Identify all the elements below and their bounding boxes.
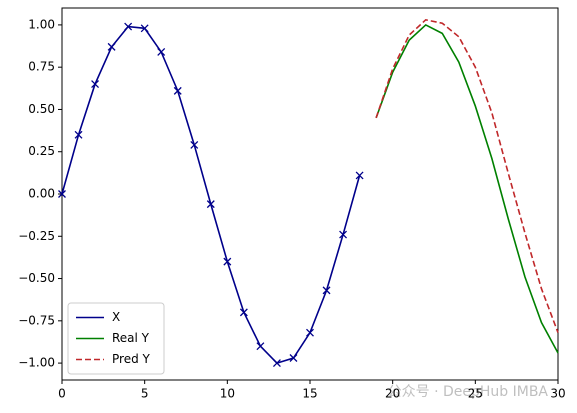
marker — [223, 257, 232, 266]
marker — [58, 190, 66, 198]
legend-label: Real Y — [112, 331, 150, 345]
marker — [157, 48, 166, 56]
x-tick-label: 5 — [141, 387, 149, 401]
marker — [173, 86, 182, 95]
marker — [355, 171, 364, 180]
watermark: 公众号 · DeepHub IMBA — [388, 384, 549, 400]
x-tick-label: 25 — [468, 387, 483, 401]
y-tick-label: 1.00 — [28, 17, 55, 31]
series-line — [375, 23, 559, 354]
marker — [124, 22, 133, 31]
y-tick-label: 0.50 — [28, 102, 55, 116]
x-tick-label: 30 — [550, 387, 565, 401]
marker — [256, 342, 265, 351]
marker — [140, 24, 149, 33]
y-tick-label: −1.00 — [18, 356, 55, 370]
marker — [190, 141, 199, 149]
marker — [272, 359, 281, 368]
x-tick-label: 20 — [385, 387, 400, 401]
marker — [289, 354, 298, 362]
legend-label: Pred Y — [112, 352, 151, 366]
y-tick-label: −0.25 — [18, 229, 55, 243]
marker — [239, 308, 248, 317]
x-tick-label: 15 — [302, 387, 317, 401]
legend-label: X — [112, 310, 120, 324]
marker — [306, 328, 314, 337]
x-tick-label: 10 — [220, 387, 235, 401]
marker — [74, 130, 83, 139]
marker — [322, 286, 331, 295]
y-tick-label: −0.50 — [18, 271, 55, 285]
y-tick-label: 0.25 — [28, 144, 55, 158]
series-line — [375, 18, 559, 333]
y-tick-label: −0.75 — [18, 313, 55, 327]
legend-box — [67, 302, 165, 375]
marker — [91, 80, 100, 89]
x-tick-label: 0 — [58, 387, 66, 401]
y-tick-label: 0.75 — [28, 60, 55, 74]
marker — [206, 200, 215, 209]
marker — [339, 230, 348, 239]
marker — [107, 42, 116, 51]
y-tick-label: 0.00 — [28, 187, 55, 201]
